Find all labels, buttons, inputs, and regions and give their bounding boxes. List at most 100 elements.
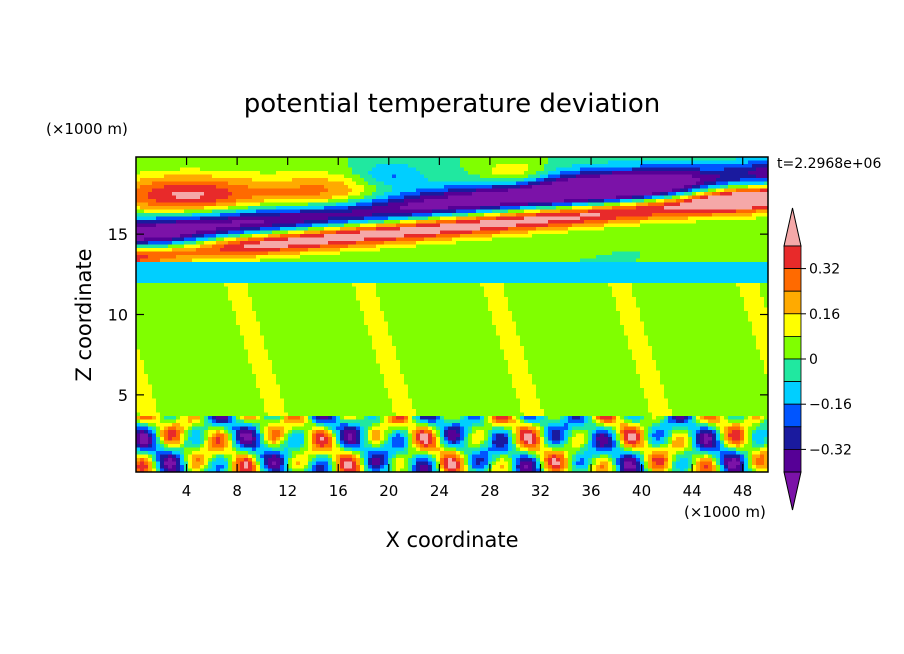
field-cell <box>200 276 205 281</box>
field-cell <box>216 185 221 190</box>
field-cell <box>336 230 341 235</box>
field-cell <box>256 419 261 424</box>
field-cell <box>280 213 285 218</box>
field-cell <box>152 171 157 176</box>
field-cell <box>264 328 269 333</box>
field-cell <box>332 279 337 284</box>
field-cell <box>212 388 217 393</box>
field-cell <box>264 360 269 365</box>
field-cell <box>308 276 313 281</box>
field-cell <box>192 213 197 218</box>
field-cell <box>264 283 269 288</box>
field-cell <box>344 353 349 358</box>
field-cell <box>268 314 273 319</box>
field-cell <box>236 241 241 246</box>
field-cell <box>244 311 249 316</box>
field-cell <box>356 234 361 239</box>
field-cell <box>308 465 313 470</box>
field-cell <box>168 426 173 431</box>
field-cell <box>260 388 265 393</box>
field-cell <box>284 216 289 221</box>
field-cell <box>272 192 277 197</box>
field-cell <box>296 227 301 232</box>
field-cell <box>156 300 161 305</box>
field-cell <box>332 318 337 323</box>
field-cell <box>344 419 349 424</box>
field-cell <box>160 451 165 456</box>
field-cell <box>152 293 157 298</box>
field-cell <box>244 185 249 190</box>
field-cell <box>216 255 221 260</box>
field-cell <box>168 283 173 288</box>
field-cell <box>240 335 245 340</box>
field-cell <box>148 241 153 246</box>
field-cell <box>188 269 193 274</box>
field-cell <box>268 272 273 277</box>
field-cell <box>200 262 205 267</box>
field-cell <box>340 321 345 326</box>
field-cell <box>244 395 249 400</box>
field-cell <box>244 454 249 459</box>
field-cell <box>236 454 241 459</box>
field-cell <box>196 283 201 288</box>
field-cell <box>184 195 189 200</box>
field-cell <box>204 321 209 326</box>
field-cell <box>288 157 293 162</box>
field-cell <box>180 391 185 396</box>
field-cell <box>204 363 209 368</box>
field-cell <box>176 416 181 421</box>
field-cell <box>312 461 317 466</box>
field-cell <box>272 353 277 358</box>
field-cell <box>220 451 225 456</box>
field-cell <box>192 206 197 211</box>
field-cell <box>284 339 289 344</box>
field-cell <box>244 318 249 323</box>
field-cell <box>288 241 293 246</box>
field-cell <box>160 178 165 183</box>
field-cell <box>304 360 309 365</box>
field-cell <box>252 185 257 190</box>
field-cell <box>264 335 269 340</box>
field-cell <box>208 227 213 232</box>
field-cell <box>180 384 185 389</box>
field-cell <box>216 349 221 354</box>
field-cell <box>184 374 189 379</box>
field-cell <box>324 465 329 470</box>
field-cell <box>336 412 341 417</box>
field-cell <box>344 412 349 417</box>
field-cell <box>264 171 269 176</box>
field-cell <box>232 451 237 456</box>
field-cell <box>260 286 265 291</box>
field-cell <box>348 367 353 372</box>
field-cell <box>348 213 353 218</box>
field-cell <box>260 465 265 470</box>
field-cell <box>348 416 353 421</box>
field-cell <box>292 342 297 347</box>
field-cell <box>200 398 205 403</box>
field-cell <box>236 227 241 232</box>
field-cell <box>144 328 149 333</box>
field-cell <box>276 342 281 347</box>
field-cell <box>184 395 189 400</box>
field-cell <box>204 311 209 316</box>
field-cell <box>316 227 321 232</box>
field-cell <box>148 202 153 207</box>
field-cell <box>340 423 345 428</box>
field-cell <box>292 237 297 242</box>
field-cell <box>188 283 193 288</box>
field-cell <box>328 237 333 242</box>
field-cell <box>192 297 197 302</box>
field-cell <box>240 293 245 298</box>
field-cell <box>332 195 337 200</box>
field-cell <box>140 363 145 368</box>
field-cell <box>256 335 261 340</box>
field-cell <box>284 374 289 379</box>
field-cell <box>228 384 233 389</box>
field-cell <box>220 346 225 351</box>
field-cell <box>156 307 161 312</box>
field-cell <box>344 269 349 274</box>
field-cell <box>296 328 301 333</box>
field-cell <box>296 353 301 358</box>
field-cell <box>336 423 341 428</box>
field-cell <box>284 230 289 235</box>
